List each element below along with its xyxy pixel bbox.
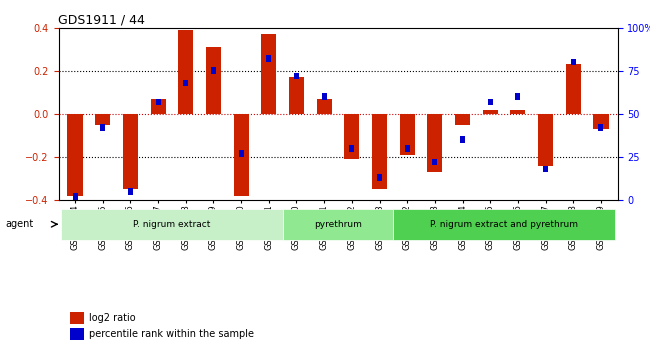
FancyBboxPatch shape [283,209,393,240]
Bar [510,110,525,114]
Bar [294,73,299,79]
Bar [538,114,553,166]
Bar [151,99,166,114]
Bar [266,56,271,62]
Bar [123,114,138,189]
Bar [322,93,327,100]
Text: log2 ratio: log2 ratio [89,314,136,323]
Text: pyrethrum: pyrethrum [314,220,362,229]
Bar [155,99,161,105]
Bar [599,125,603,131]
Bar [233,114,249,196]
Bar [68,114,83,196]
Bar [317,99,332,114]
Bar [100,125,105,131]
Bar [349,145,354,151]
Bar [400,114,415,155]
Text: P. nigrum extract: P. nigrum extract [133,220,211,229]
Bar [95,114,110,125]
Bar [128,188,133,195]
Text: percentile rank within the sample: percentile rank within the sample [89,329,254,339]
Bar [460,137,465,143]
Text: P. nigrum extract and pyrethrum: P. nigrum extract and pyrethrum [430,220,578,229]
Bar [183,80,188,86]
Bar [178,30,194,114]
Bar [405,145,410,151]
Bar [427,114,443,172]
Bar [261,34,276,114]
Bar [372,114,387,189]
Bar [70,328,84,340]
Bar [377,175,382,181]
Text: GDS1911 / 44: GDS1911 / 44 [58,13,146,27]
Bar [206,47,221,114]
Bar [73,194,77,200]
Bar [432,159,437,165]
FancyBboxPatch shape [393,209,615,240]
Bar [344,114,359,159]
Bar [515,93,521,100]
Bar [543,166,548,172]
Bar [482,110,498,114]
Text: agent: agent [5,219,34,229]
Bar [289,77,304,114]
Bar [571,59,576,65]
Bar [566,64,581,114]
Bar [70,312,84,324]
Bar [593,114,608,129]
Bar [211,68,216,74]
FancyBboxPatch shape [61,209,283,240]
Bar [488,99,493,105]
Bar [239,150,244,157]
Bar [455,114,470,125]
